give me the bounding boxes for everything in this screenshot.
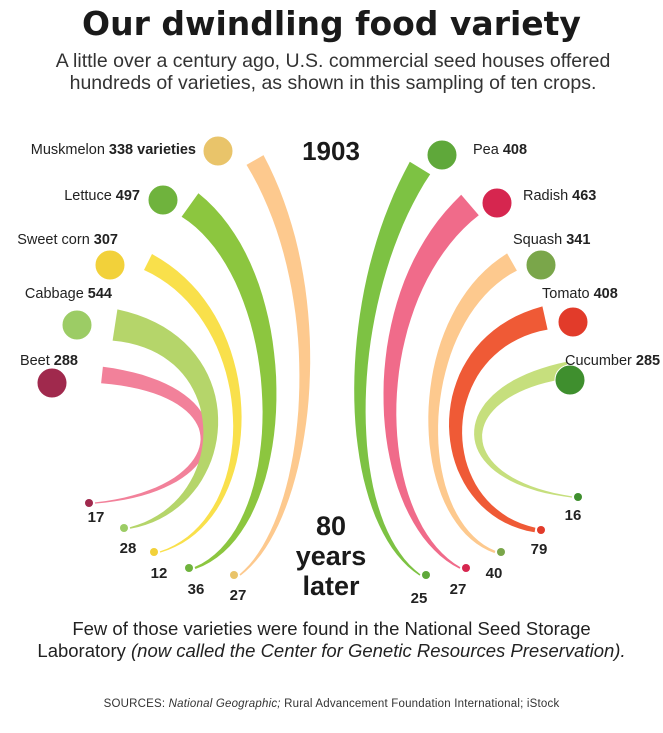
value-1903: 408 xyxy=(503,142,527,158)
crop-name: Radish xyxy=(523,188,572,204)
crop-name: Cucumber xyxy=(565,353,636,369)
value-1903: 307 xyxy=(94,232,118,248)
beet-icon xyxy=(36,367,68,399)
value-1903: 288 xyxy=(54,353,78,369)
label-1903-beet: Beet 288 xyxy=(20,353,78,369)
page-title: Our dwindling food variety xyxy=(82,4,581,43)
cucumber-small-icon xyxy=(574,493,582,501)
label-1903-cabbage: Cabbage 544 xyxy=(25,286,112,302)
label-later-cucumber: 16 xyxy=(565,507,582,524)
value-1903: 338 varieties xyxy=(109,142,196,158)
crop-name: Squash xyxy=(513,232,566,248)
label-later-beet: 17 xyxy=(88,509,105,526)
label-later-squash: 40 xyxy=(486,565,503,582)
label-1903-cucumber: Cucumber 285 xyxy=(565,353,660,369)
tomato-icon xyxy=(557,306,589,338)
crop-name: Muskmelon xyxy=(31,142,109,158)
ribbon-beet xyxy=(94,366,209,504)
muskmelon-icon xyxy=(202,135,234,167)
crop-name: Beet xyxy=(20,353,54,369)
pea-small-icon xyxy=(422,571,430,579)
radish-small-icon xyxy=(462,564,470,572)
label-later-pea: 25 xyxy=(411,590,428,607)
label-later-radish: 27 xyxy=(450,581,467,598)
lettuce-small-icon xyxy=(185,564,193,572)
label-1903-lettuce: Lettuce 497 xyxy=(64,188,140,204)
sources-italic: National Geographic; xyxy=(168,698,281,710)
value-1903: 408 xyxy=(594,286,618,302)
value-1903: 285 xyxy=(636,353,660,369)
later-label-line3: later xyxy=(302,571,360,601)
pea-icon xyxy=(426,139,458,171)
cucumber-icon xyxy=(554,364,586,396)
beet-small-icon xyxy=(85,499,93,507)
label-later-tomato: 79 xyxy=(531,541,548,558)
ribbon-radish xyxy=(383,194,479,569)
squash-small-icon xyxy=(497,548,505,556)
label-1903-squash: Squash 341 xyxy=(513,232,590,248)
value-1903: 544 xyxy=(88,286,112,302)
ribbon-tomato xyxy=(449,306,548,533)
footer-text: Few of those varieties were found in the… xyxy=(37,618,591,661)
icons-layer xyxy=(36,135,589,579)
ribbon-cucumber xyxy=(474,361,573,498)
squash-icon xyxy=(525,249,557,281)
crop-name: Pea xyxy=(473,142,503,158)
crop-name: Lettuce xyxy=(64,188,116,204)
crop-name: Tomato xyxy=(542,286,594,302)
label-later-sweet-corn: 12 xyxy=(151,565,168,582)
sweet-corn-icon xyxy=(94,249,126,281)
value-1903: 341 xyxy=(566,232,590,248)
later-label-line1: 80 xyxy=(316,511,346,541)
value-1903: 497 xyxy=(116,188,140,204)
value-1903: 463 xyxy=(572,188,596,204)
later-label-line2: years xyxy=(296,541,367,571)
ribbon-pea xyxy=(354,161,431,576)
cabbage-small-icon xyxy=(120,524,128,532)
crop-name: Cabbage xyxy=(25,286,88,302)
labels-layer: Muskmelon 338 varieties 27 Lettuce 497 36 Sw… xyxy=(17,142,660,607)
lettuce-icon xyxy=(147,184,179,216)
sources-rest: Rural Advancement Foundation Internation… xyxy=(284,698,560,710)
ribbon-muskmelon xyxy=(239,155,311,576)
label-1903-pea: Pea 408 xyxy=(473,142,527,158)
page-subtitle: A little over a century ago, U.S. commer… xyxy=(55,50,611,94)
label-later-muskmelon: 27 xyxy=(230,587,247,604)
label-later-cabbage: 28 xyxy=(120,540,137,557)
ribbon-lettuce xyxy=(181,193,277,569)
ribbon-cabbage xyxy=(112,309,219,529)
footer-italic-text: (now called the Center for Genetic Resou… xyxy=(131,640,626,661)
label-later-lettuce: 36 xyxy=(188,581,205,598)
cabbage-icon xyxy=(61,309,93,341)
label-1903-sweet-corn: Sweet corn 307 xyxy=(17,232,118,248)
sources-line: SOURCES: National Geographic; Rural Adva… xyxy=(0,698,663,710)
tomato-small-icon xyxy=(537,526,545,534)
crop-name: Sweet corn xyxy=(17,232,94,248)
ribbon-sweet-corn xyxy=(144,254,242,553)
ribbons-layer xyxy=(94,155,573,576)
muskmelon-small-icon xyxy=(230,571,238,579)
label-1903-radish: Radish 463 xyxy=(523,188,596,204)
sources-prefix: SOURCES: xyxy=(103,698,166,710)
sweet-corn-small-icon xyxy=(150,548,158,556)
radish-icon xyxy=(481,187,513,219)
footer-note: Few of those varieties were found in the… xyxy=(30,618,633,662)
label-1903-tomato: Tomato 408 xyxy=(542,286,618,302)
ribbon-squash xyxy=(428,253,517,554)
label-1903-muskmelon: Muskmelon 338 varieties xyxy=(31,142,196,158)
year-1903-label: 1903 xyxy=(302,136,360,166)
